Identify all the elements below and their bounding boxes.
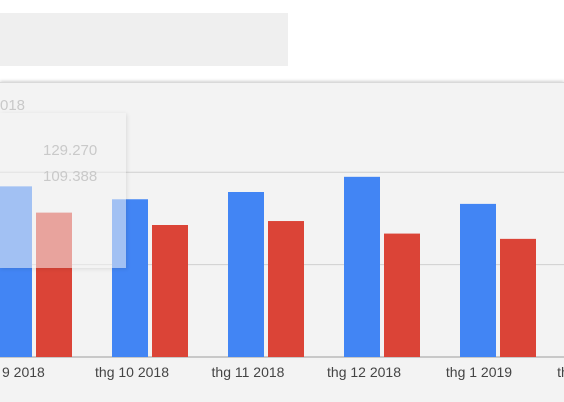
x-tick-label: thg 11 2018 — [212, 364, 285, 380]
bar-blue — [228, 192, 264, 357]
x-tick-label: 9 2018 — [2, 364, 45, 380]
tooltip-value-red: 109.388 — [43, 168, 98, 185]
x-tick-label: thg 10 2018 — [95, 364, 169, 380]
bar-blue — [344, 176, 380, 357]
tooltip-value-blue: 129.270 — [43, 142, 98, 159]
bar-red — [152, 225, 188, 357]
chart-panel: 9 2018 thg 10 2018 thg 11 2018 thg 12 2018 t… — [0, 82, 564, 402]
page-header-strip — [0, 0, 564, 82]
bar-blue — [460, 203, 496, 357]
chart-tooltip: 018 129.270 109.388 — [0, 97, 126, 268]
x-tick-label: thg 1 2019 — [446, 364, 512, 380]
x-tick-label: thg 12 2018 — [327, 364, 401, 380]
bar-red — [268, 221, 304, 357]
x-tick-label: th — [557, 364, 564, 380]
bar-red — [384, 233, 420, 357]
bar-red — [500, 238, 536, 357]
title-placeholder-bar — [0, 13, 288, 66]
tooltip-header: 018 — [0, 97, 26, 114]
